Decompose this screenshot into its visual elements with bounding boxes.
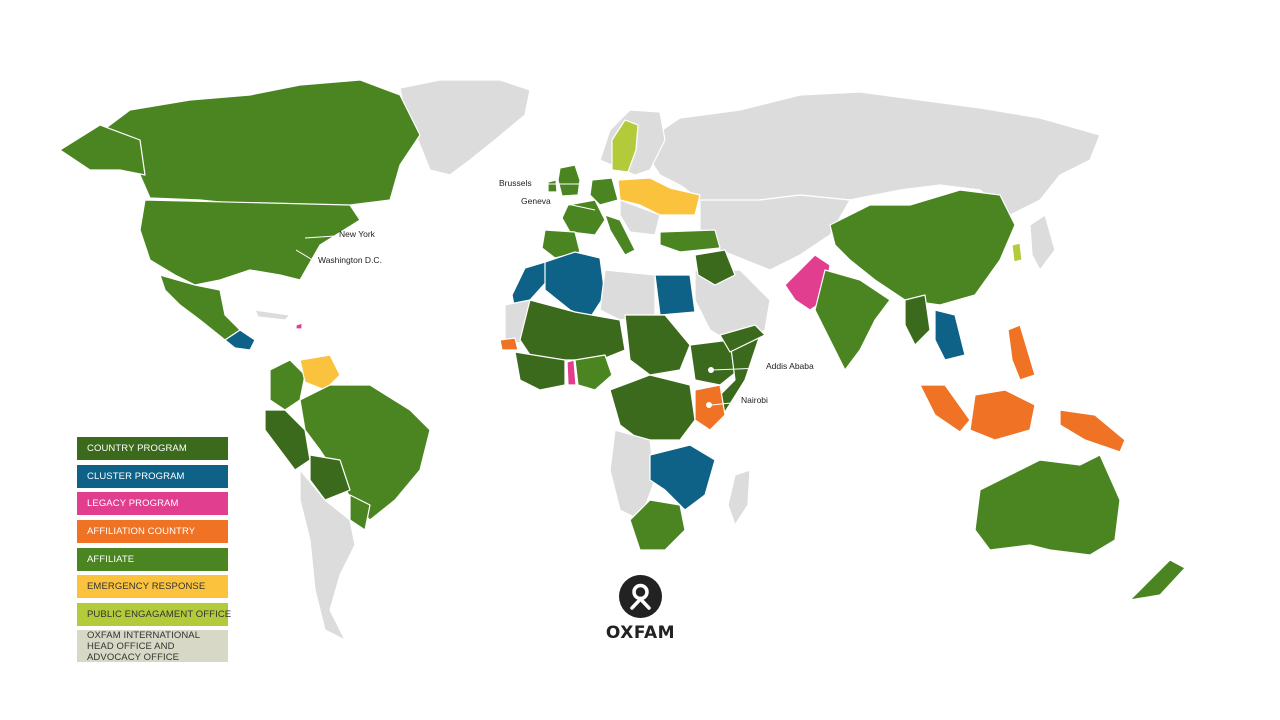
indonesia-west [919, 384, 971, 433]
office-label-washington: Washington D.C. [318, 255, 382, 265]
algeria [544, 251, 606, 319]
legend-head-office: OXFAM INTERNATIONAL HEAD OFFICE AND ADVO… [77, 630, 228, 663]
central-america [224, 329, 256, 351]
poland-ukraine [617, 177, 701, 216]
sweden [611, 119, 639, 173]
greenland [399, 79, 531, 176]
chad-sudan [624, 314, 691, 376]
canada [89, 79, 421, 211]
west-coast [514, 351, 566, 391]
mexico [159, 274, 241, 341]
legend-country-program: COUNTRY PROGRAM [77, 437, 228, 460]
italy [604, 214, 636, 256]
ireland [547, 179, 558, 193]
oxfam-logo-icon [619, 575, 662, 618]
legend-emergency-response: EMERGENCY RESPONSE [77, 575, 228, 598]
bolivia [309, 454, 351, 501]
office-label-brussels: Brussels [499, 178, 532, 188]
india [814, 269, 891, 371]
office-label-addis-ababa: Addis Ababa [766, 361, 814, 371]
myanmar [904, 294, 931, 346]
madagascar [727, 469, 751, 526]
new-zealand [1129, 559, 1186, 601]
haiti [295, 322, 303, 330]
usa [139, 199, 361, 286]
legend-cluster-program: CLUSTER PROGRAM [77, 465, 228, 488]
cuba [254, 309, 291, 321]
russia [639, 91, 1101, 216]
indonesia-east [969, 389, 1036, 441]
office-label-new-york: New York [339, 229, 375, 239]
venezuela [299, 354, 341, 391]
office-label-geneva: Geneva [521, 196, 551, 206]
central-africa [609, 374, 696, 441]
uk [557, 164, 581, 197]
addis-leader [711, 367, 764, 371]
legend-legacy-program: LEGACY PROGRAM [77, 492, 228, 515]
office-label-nairobi: Nairobi [741, 395, 768, 405]
libya [599, 269, 656, 321]
brazil [299, 384, 431, 521]
china [829, 189, 1016, 306]
south-africa [629, 499, 686, 551]
nairobi-leader [711, 401, 741, 406]
nigeria [574, 354, 613, 391]
papua [1059, 409, 1126, 453]
benin [566, 359, 577, 386]
australia [974, 454, 1121, 556]
alaska [59, 124, 146, 176]
turkey [659, 229, 721, 253]
washington-leader [295, 249, 317, 263]
senegal [499, 337, 519, 351]
korea [1011, 242, 1023, 263]
legend-public-engagement-office: PUBLIC ENGAGAMENT OFFICE [77, 603, 231, 626]
addis-pin-icon [708, 367, 714, 373]
germany [589, 177, 619, 206]
geneva-leader [557, 201, 596, 211]
southern-cone [299, 469, 356, 641]
nairobi-pin-icon [706, 402, 712, 408]
new-york-leader [304, 235, 336, 239]
legend-affiliate: AFFILIATE [77, 548, 228, 571]
laos-vietnam-cambodia [934, 309, 966, 361]
colombia [269, 359, 306, 411]
balkans [619, 199, 661, 236]
yemen [719, 324, 766, 353]
zambia-malawi-moz [649, 444, 716, 511]
iraq-syria [694, 249, 736, 286]
legend-affiliation-country: AFFILIATION COUNTRY [77, 520, 228, 543]
france [561, 199, 606, 236]
paraguay [349, 494, 371, 531]
japan [1029, 214, 1056, 271]
peru [264, 409, 311, 471]
egypt [654, 274, 696, 316]
philippines [1007, 324, 1036, 381]
oxfam-logo-text: OXFAM [605, 623, 676, 643]
